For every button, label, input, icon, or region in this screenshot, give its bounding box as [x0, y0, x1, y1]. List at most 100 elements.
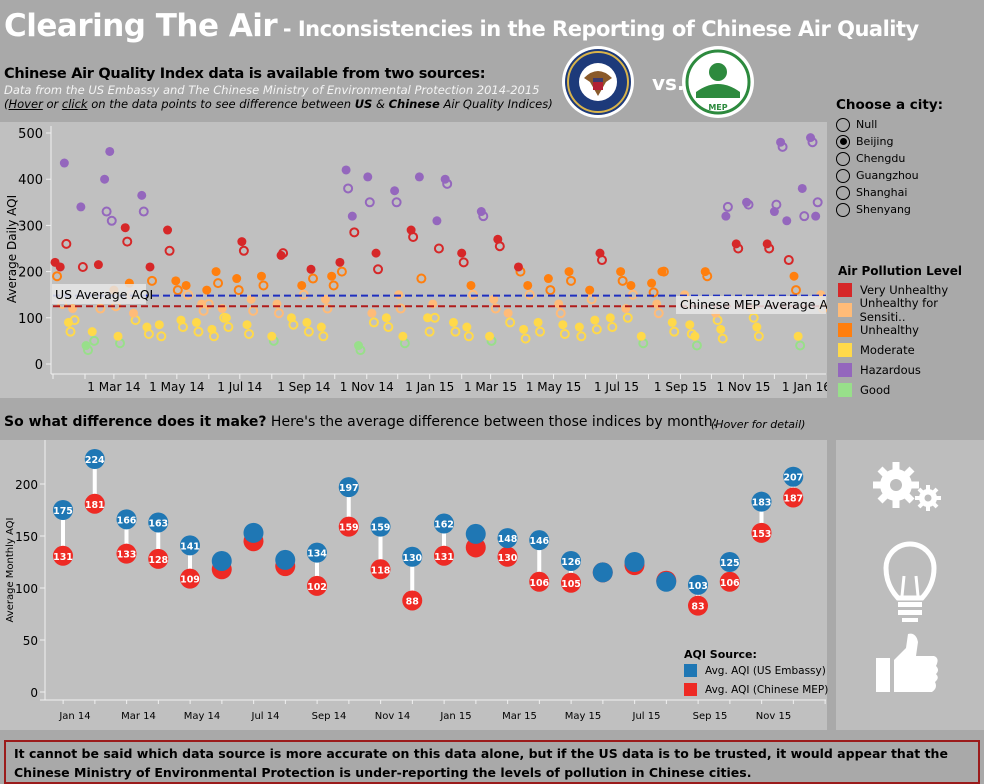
mep-monthly-point[interactable] [751, 522, 772, 543]
us-monthly-point[interactable] [783, 466, 804, 487]
mep-daily-point[interactable] [753, 331, 764, 342]
mep-daily-point[interactable] [322, 303, 333, 314]
us-daily-point[interactable] [120, 223, 130, 233]
mep-monthly-point[interactable] [148, 548, 169, 569]
mep-daily-point[interactable] [416, 273, 427, 284]
mep-monthly-point[interactable] [307, 575, 327, 596]
us-daily-point[interactable] [574, 322, 584, 332]
us-monthly-point[interactable] [561, 550, 581, 571]
mep-daily-point[interactable] [524, 289, 535, 300]
mep-daily-point[interactable] [164, 245, 175, 256]
mep-monthly-point[interactable] [180, 568, 200, 589]
us-daily-point[interactable] [302, 317, 312, 327]
month-dumbbell[interactable]: 118 159 [370, 516, 391, 580]
us-daily-point[interactable] [432, 216, 442, 226]
us-daily-point[interactable] [489, 294, 499, 304]
us-daily-point[interactable] [769, 207, 779, 217]
mep-daily-point[interactable] [783, 255, 794, 266]
mep-daily-point[interactable] [424, 326, 435, 337]
us-monthly-point[interactable] [719, 552, 740, 572]
mep-daily-point[interactable] [69, 315, 80, 326]
mep-monthly-point[interactable] [497, 546, 518, 567]
mep-daily-point[interactable] [795, 340, 806, 351]
us-daily-point[interactable] [533, 317, 543, 327]
us-daily-point[interactable] [154, 320, 164, 330]
us-daily-point[interactable] [276, 250, 286, 260]
us-daily-point[interactable] [267, 331, 277, 341]
mep-daily-point[interactable] [223, 322, 234, 333]
radio-button[interactable] [836, 202, 850, 217]
us-daily-point[interactable] [513, 262, 523, 272]
mep-monthly-point[interactable] [338, 516, 359, 537]
us-monthly-point[interactable] [592, 562, 613, 583]
us-daily-point[interactable] [782, 216, 792, 226]
month-dumbbell[interactable] [211, 550, 232, 580]
month-dumbbell[interactable]: 106 146 [529, 530, 550, 592]
us-daily-point[interactable] [297, 280, 307, 290]
us-daily-point[interactable] [76, 202, 86, 212]
us-daily-point[interactable] [742, 197, 752, 207]
us-daily-point[interactable] [371, 248, 381, 258]
mep-daily-point[interactable] [458, 257, 469, 268]
us-daily-point[interactable] [128, 308, 138, 318]
us-monthly-point[interactable] [370, 516, 391, 537]
mep-daily-point[interactable] [653, 308, 664, 319]
mep-daily-point[interactable] [791, 285, 802, 296]
mep-daily-point[interactable] [183, 289, 194, 300]
us-daily-point[interactable] [448, 317, 458, 327]
us-daily-point[interactable] [171, 276, 181, 286]
mep-daily-point[interactable] [463, 331, 474, 342]
month-dumbbell[interactable] [592, 562, 613, 583]
radio-button[interactable] [836, 151, 850, 166]
us-daily-point[interactable] [793, 331, 803, 341]
mep-daily-point[interactable] [203, 298, 214, 309]
mep-daily-point[interactable] [691, 340, 702, 351]
radio-button[interactable] [836, 117, 850, 132]
radio-button[interactable] [836, 168, 850, 183]
mep-daily-point[interactable] [383, 322, 394, 333]
mep-daily-point[interactable] [122, 236, 133, 247]
month-dumbbell[interactable] [275, 549, 296, 577]
mep-daily-point[interactable] [429, 312, 440, 323]
us-daily-point[interactable] [87, 327, 97, 337]
us-daily-point[interactable] [181, 280, 191, 290]
us-daily-point[interactable] [242, 320, 252, 330]
us-monthly-point[interactable] [84, 449, 105, 470]
mep-daily-point[interactable] [318, 331, 329, 342]
mep-monthly-point[interactable] [561, 572, 581, 593]
mep-monthly-point[interactable] [434, 545, 454, 566]
mep-daily-point[interactable] [308, 273, 319, 284]
us-daily-point[interactable] [690, 331, 700, 341]
us-daily-point[interactable] [335, 257, 345, 267]
us-daily-point[interactable] [752, 322, 762, 332]
month-dumbbell[interactable]: 153 183 [751, 491, 772, 543]
mep-daily-point[interactable] [89, 335, 100, 346]
mep-monthly-point[interactable] [783, 487, 804, 508]
month-dumbbell[interactable]: 102 134 [307, 542, 327, 596]
us-daily-point[interactable] [626, 280, 636, 290]
us-daily-point[interactable] [363, 172, 373, 182]
city-option-beijing[interactable]: Beijing [836, 133, 943, 150]
month-dumbbell[interactable]: 130 148 [497, 528, 518, 567]
mep-monthly-point[interactable] [84, 493, 105, 514]
mep-daily-point[interactable] [343, 183, 354, 194]
us-daily-point[interactable] [367, 308, 377, 318]
mep-daily-point[interactable] [368, 317, 379, 328]
us-daily-point[interactable] [476, 207, 486, 217]
mep-daily-point[interactable] [395, 303, 406, 314]
us-daily-point[interactable] [519, 324, 529, 334]
us-daily-point[interactable] [462, 322, 472, 332]
us-daily-point[interactable] [543, 274, 553, 284]
mep-daily-point[interactable] [244, 328, 255, 339]
mep-daily-point[interactable] [61, 238, 72, 249]
mep-monthly-point[interactable] [370, 559, 391, 580]
us-monthly-point[interactable] [624, 552, 645, 572]
us-daily-point[interactable] [731, 239, 741, 249]
mep-daily-point[interactable] [156, 331, 167, 342]
mep-daily-point[interactable] [303, 326, 314, 337]
mep-daily-point[interactable] [336, 266, 347, 277]
us-daily-point[interactable] [503, 308, 513, 318]
monthly-difference-chart[interactable]: 0 50 100 150 200 Average Monthly AQI Jan 14 Mar… [0, 440, 827, 730]
mep-daily-point[interactable] [248, 305, 259, 316]
us-monthly-point[interactable] [211, 550, 232, 571]
